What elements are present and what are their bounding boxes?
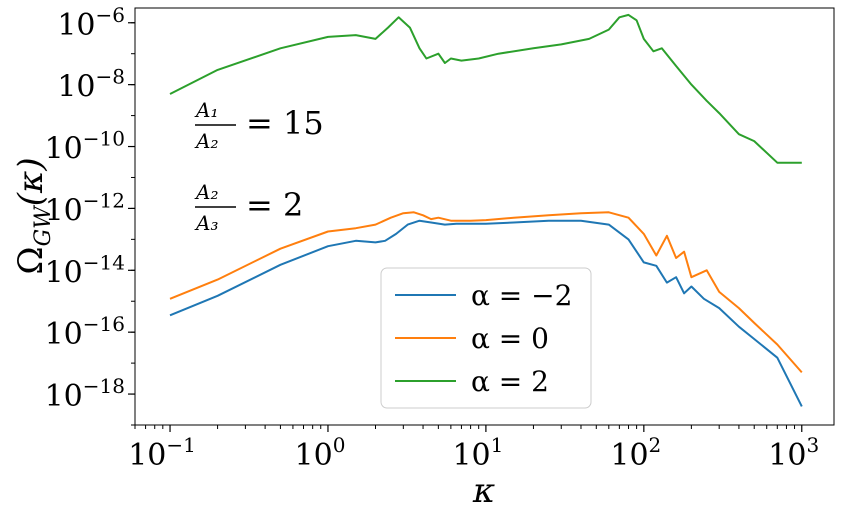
- y-tick-exponent: −8: [96, 65, 125, 89]
- x-tick-base: 10: [295, 438, 333, 473]
- y-tick-exponent: −18: [83, 374, 125, 398]
- y-tick-base: 10: [45, 379, 83, 414]
- y-tick-label: 10−16: [45, 312, 125, 352]
- y-tick-exponent: −16: [83, 312, 125, 336]
- annotation-1-numerator: A₁: [194, 98, 218, 122]
- legend: α = −2 α = 0 α = 2: [380, 267, 592, 409]
- y-tick-base: 10: [45, 255, 83, 290]
- y-tick-label: 10−10: [45, 127, 125, 167]
- x-tick-exponent: 3: [806, 433, 819, 457]
- y-tick-base: 10: [57, 70, 95, 105]
- y-tick-base: 10: [45, 132, 83, 167]
- x-tick-base: 10: [768, 438, 806, 473]
- annotation-1-value: = 15: [246, 104, 324, 142]
- y-tick-exponent: −10: [83, 127, 125, 151]
- y-tick-label: 10−8: [57, 65, 125, 105]
- annotation-2-value: = 2: [246, 186, 303, 224]
- y-tick-exponent: −6: [96, 3, 125, 27]
- x-tick-label: 102: [610, 433, 661, 473]
- y-tick-base: 10: [45, 193, 83, 228]
- x-tick-label: 100: [295, 433, 346, 473]
- legend-label-alpha-minus-2: α = −2: [471, 279, 572, 312]
- x-tick-exponent: 0: [333, 433, 346, 457]
- x-tick-base: 10: [452, 438, 490, 473]
- annotation-ratio-2: A₂ A₃ = 2: [194, 180, 303, 235]
- y-axis-label-base: Ω: [11, 246, 51, 274]
- y-axis-label-sub: GW: [31, 204, 56, 247]
- x-tick-base: 10: [610, 438, 648, 473]
- plot-frame: [134, 7, 835, 426]
- legend-label-alpha-2: α = 2: [471, 365, 549, 398]
- x-tick-exponent: 1: [491, 433, 504, 457]
- y-tick-exponent: −14: [83, 250, 125, 274]
- y-axis-label: ΩGW(κ): [11, 157, 56, 274]
- x-tick-base: 10: [128, 438, 166, 473]
- legend-label-alpha-0: α = 0: [471, 322, 549, 355]
- legend-box: [380, 267, 592, 409]
- y-tick-base: 10: [45, 317, 83, 352]
- x-tick-exponent: 2: [649, 433, 662, 457]
- annotation-2-denominator: A₃: [194, 211, 218, 235]
- series-layer: [169, 13, 803, 407]
- y-axis-label-arg: (κ): [11, 157, 51, 206]
- annotation-1-denominator: A₂: [194, 129, 218, 153]
- x-tick-label: 10−1: [128, 433, 196, 473]
- y-tick-label: 10−12: [45, 188, 125, 228]
- y-tick-exponent: −12: [83, 188, 125, 212]
- y-tick-label: 10−14: [45, 250, 125, 290]
- series-line-0: [169, 219, 803, 407]
- y-tick-label: 10−6: [57, 3, 125, 43]
- series-line-2: [169, 13, 802, 164]
- x-ticks: 10−1 100 101 102 103: [128, 425, 819, 473]
- x-tick-label: 103: [768, 433, 819, 473]
- x-tick-exponent: −1: [166, 433, 195, 457]
- annotation-2-numerator: A₂: [194, 180, 218, 204]
- x-tick-label: 101: [452, 433, 503, 473]
- y-tick-base: 10: [57, 8, 95, 43]
- y-tick-label: 10−18: [45, 374, 125, 414]
- series-line-1: [169, 211, 803, 374]
- annotation-ratio-1: A₁ A₂ = 15: [194, 98, 324, 153]
- x-axis-label: κ: [472, 471, 495, 511]
